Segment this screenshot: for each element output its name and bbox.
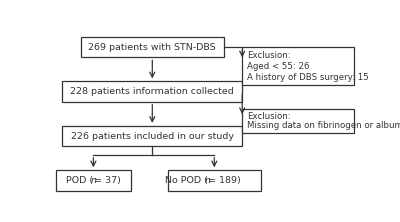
Text: $n$: $n$: [204, 176, 212, 185]
Text: 228 patients information collected: 228 patients information collected: [70, 87, 234, 96]
FancyBboxPatch shape: [56, 170, 131, 191]
Text: Aged < 55: 26: Aged < 55: 26: [247, 62, 309, 71]
Text: 226 patients included in our study: 226 patients included in our study: [71, 132, 234, 141]
Text: No POD (: No POD (: [165, 176, 208, 185]
Text: Exclusion:: Exclusion:: [247, 51, 290, 60]
Text: $n$: $n$: [90, 176, 97, 185]
Text: 269 patients with STN-DBS: 269 patients with STN-DBS: [88, 43, 216, 52]
FancyBboxPatch shape: [62, 81, 242, 102]
Text: = 37): = 37): [94, 176, 120, 185]
Text: POD (: POD (: [66, 176, 94, 185]
Text: Exclusion:: Exclusion:: [247, 112, 290, 121]
Text: A history of DBS surgery: 15: A history of DBS surgery: 15: [247, 73, 369, 82]
Text: = 189): = 189): [208, 176, 241, 185]
FancyBboxPatch shape: [62, 126, 242, 146]
Text: Missing data on fibrinogen or albumin: 2: Missing data on fibrinogen or albumin: 2: [247, 121, 400, 130]
FancyBboxPatch shape: [242, 47, 354, 85]
FancyBboxPatch shape: [242, 109, 354, 133]
FancyBboxPatch shape: [81, 37, 224, 57]
FancyBboxPatch shape: [168, 170, 261, 191]
